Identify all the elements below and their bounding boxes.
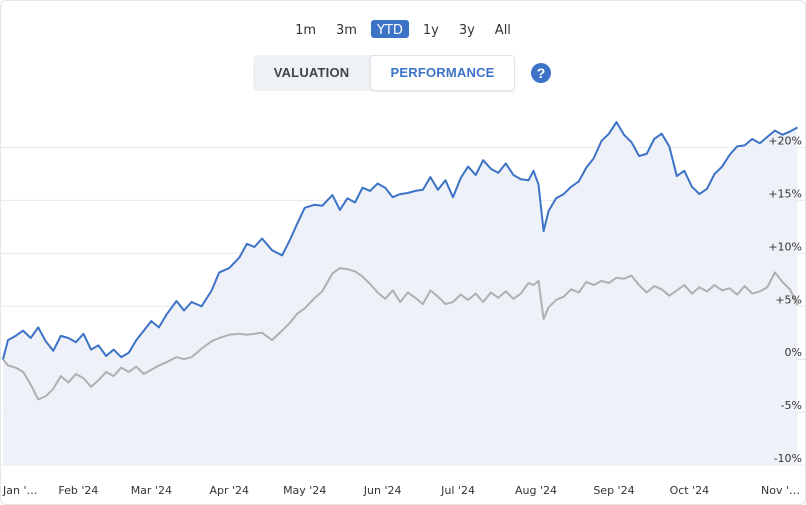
- y-tick-label: -5%: [781, 399, 802, 412]
- benchmark-line[interactable]: [2, 267, 799, 401]
- y-tick-label: 0%: [785, 346, 802, 359]
- x-tick-label: Feb '24: [58, 484, 98, 497]
- y-axis-ticks: +20% +15% +10% +5% 0% -5% -10%: [768, 135, 802, 466]
- range-ytd-button[interactable]: YTD: [370, 20, 409, 38]
- x-tick-label: Nov '…: [761, 484, 800, 497]
- y-tick-label: -10%: [774, 452, 802, 465]
- range-1y-button[interactable]: 1y: [417, 20, 445, 38]
- range-3m-button[interactable]: 3m: [330, 20, 363, 38]
- y-tick-label: +15%: [768, 187, 802, 200]
- x-tick-label: Apr '24: [209, 484, 249, 497]
- x-tick-label: Oct '24: [670, 484, 710, 497]
- range-selector: 1m 3m YTD 1y 3y All: [0, 20, 806, 38]
- y-tick-label: +20%: [768, 135, 802, 148]
- x-tick-label: Mar '24: [131, 484, 172, 497]
- fund-area-fill: [3, 122, 798, 465]
- tab-valuation[interactable]: VALUATION: [273, 65, 350, 80]
- x-tick-label: Jun '24: [363, 484, 402, 497]
- y-tick-label: +10%: [768, 240, 802, 253]
- help-icon[interactable]: ?: [531, 63, 551, 83]
- x-tick-label: May '24: [283, 484, 326, 497]
- tab-performance[interactable]: PERFORMANCE: [370, 55, 515, 91]
- fund-line[interactable]: [2, 121, 798, 360]
- range-1m-button[interactable]: 1m: [289, 20, 322, 38]
- view-tabs: VALUATION PERFORMANCE: [253, 55, 515, 91]
- x-tick-label: Jan '…: [2, 484, 37, 497]
- x-tick-label: Sep '24: [593, 484, 634, 497]
- range-3y-button[interactable]: 3y: [453, 20, 481, 38]
- x-tick-label: Jul '24: [440, 484, 475, 497]
- x-axis-ticks: Jan '… Feb '24 Mar '24 Apr '24 May '24 Jun '2…: [2, 484, 800, 497]
- range-all-button[interactable]: All: [489, 20, 517, 38]
- x-tick-label: Aug '24: [515, 484, 557, 497]
- y-tick-label: +5%: [775, 293, 802, 306]
